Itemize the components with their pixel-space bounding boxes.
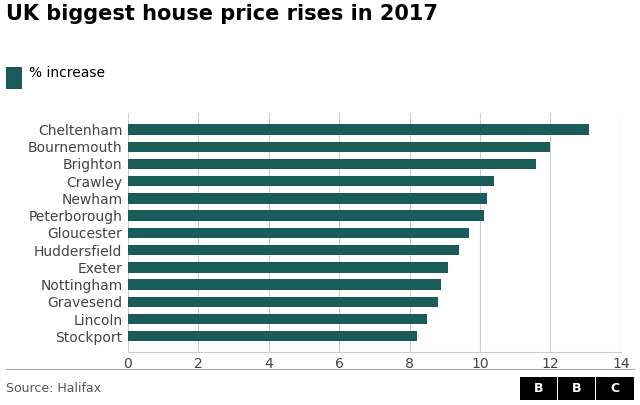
Bar xyxy=(128,211,484,221)
Text: % increase: % increase xyxy=(29,66,105,80)
Text: UK biggest house price rises in 2017: UK biggest house price rises in 2017 xyxy=(6,4,438,24)
Bar xyxy=(128,176,494,186)
Bar xyxy=(128,279,442,290)
Bar xyxy=(128,314,428,324)
Bar xyxy=(128,159,536,169)
Bar xyxy=(128,245,459,255)
Bar xyxy=(128,228,469,238)
Bar xyxy=(128,297,438,307)
Text: Source: Halifax: Source: Halifax xyxy=(6,382,102,395)
Bar xyxy=(128,262,448,273)
Bar xyxy=(128,331,417,341)
Bar xyxy=(128,193,487,204)
Text: B: B xyxy=(572,382,581,395)
Text: B: B xyxy=(534,382,543,395)
Bar xyxy=(128,141,550,152)
Bar xyxy=(128,124,589,134)
Text: C: C xyxy=(611,382,620,395)
